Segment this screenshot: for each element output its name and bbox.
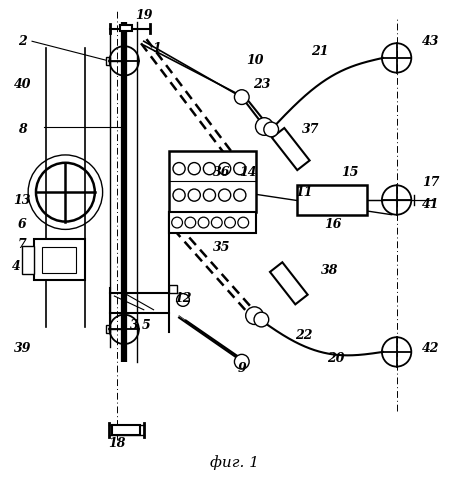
Text: 10: 10 [246,54,263,67]
Circle shape [234,354,249,369]
Circle shape [254,312,269,327]
Text: фиг. 1: фиг. 1 [210,455,260,470]
Text: 1: 1 [152,41,161,54]
Text: 23: 23 [253,78,270,91]
Text: 41: 41 [422,199,440,212]
Bar [42,247,76,272]
Text: 39: 39 [13,342,31,355]
Circle shape [234,163,246,175]
Circle shape [173,163,185,175]
Circle shape [203,189,215,201]
Bar [169,212,255,234]
Circle shape [203,163,215,175]
Circle shape [173,189,185,201]
Circle shape [246,307,263,324]
Bar [120,24,132,31]
Text: 17: 17 [422,176,440,189]
Circle shape [219,189,231,201]
Text: 36: 36 [213,166,231,179]
Text: 43: 43 [422,35,440,48]
Bar [34,239,85,280]
Text: 7: 7 [18,238,27,250]
Circle shape [176,293,189,306]
Circle shape [219,163,231,175]
Text: 15: 15 [341,166,359,179]
Text: 18: 18 [109,437,126,450]
Text: 40: 40 [13,78,31,91]
Text: 22: 22 [295,329,312,342]
Circle shape [238,217,249,228]
Circle shape [225,217,236,228]
Bar [105,325,110,333]
Text: 12: 12 [174,291,192,304]
Circle shape [212,217,222,228]
Text: 21: 21 [311,44,329,57]
Text: 5: 5 [141,319,150,332]
Text: 38: 38 [321,264,339,277]
Text: 37: 37 [302,123,319,136]
Text: 20: 20 [327,352,345,365]
Circle shape [185,217,196,228]
Circle shape [172,217,182,228]
Bar [112,426,140,435]
Circle shape [188,163,201,175]
Polygon shape [270,262,308,304]
Text: 6: 6 [18,218,27,231]
Circle shape [188,189,201,201]
Bar [169,285,177,293]
Bar [105,57,110,65]
Text: 16: 16 [324,218,342,231]
Text: 11: 11 [295,186,312,199]
Bar [22,246,34,273]
Text: 8: 8 [18,123,27,136]
Circle shape [234,189,246,201]
Text: 35: 35 [213,241,231,253]
Bar [169,151,255,212]
Circle shape [264,122,279,137]
Text: 42: 42 [422,342,440,355]
Text: 9: 9 [237,362,246,375]
Text: 14: 14 [239,166,256,179]
Circle shape [234,90,249,104]
Text: 4: 4 [12,260,21,273]
Text: 3: 3 [130,319,138,332]
Bar [297,185,367,215]
Text: 19: 19 [135,9,152,22]
Text: 2: 2 [18,35,27,48]
Circle shape [198,217,209,228]
Polygon shape [272,128,310,170]
Text: 13: 13 [13,194,31,207]
Circle shape [255,118,273,135]
